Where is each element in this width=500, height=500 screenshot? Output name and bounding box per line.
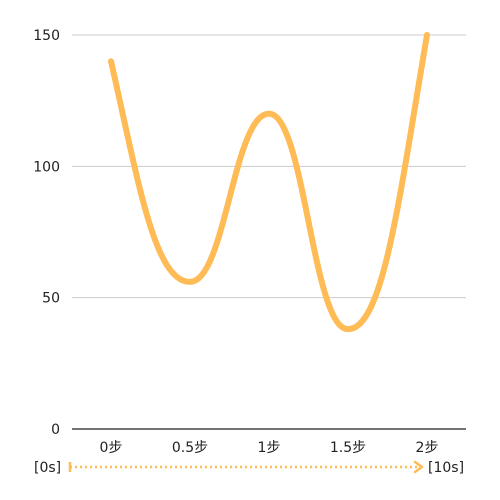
y-tick-label: 0 xyxy=(51,422,60,438)
x-tick-label: 1步 xyxy=(258,440,281,456)
x-axis-ticks: 0步 0.5步 1步 1.5步 2步 xyxy=(100,440,439,456)
series-layer xyxy=(108,32,430,333)
time-arrow-head xyxy=(413,460,424,474)
time-start-label: [0s] xyxy=(34,460,61,476)
x-tick-label: 1.5步 xyxy=(330,440,366,456)
grid-layer xyxy=(72,34,466,430)
x-tick-label: 0.5步 xyxy=(172,440,208,456)
y-tick-label: 50 xyxy=(42,291,60,307)
y-axis-ticks: 0 50 100 150 xyxy=(33,28,60,438)
y-tick-label: 150 xyxy=(33,28,60,44)
time-end-label: [10s] xyxy=(428,460,464,476)
time-axis: [0s] [10s] xyxy=(34,460,464,476)
x-tick-label: 2步 xyxy=(416,440,439,456)
series-line xyxy=(108,32,430,333)
y-tick-label: 100 xyxy=(33,159,60,175)
x-tick-label: 0步 xyxy=(100,440,123,456)
